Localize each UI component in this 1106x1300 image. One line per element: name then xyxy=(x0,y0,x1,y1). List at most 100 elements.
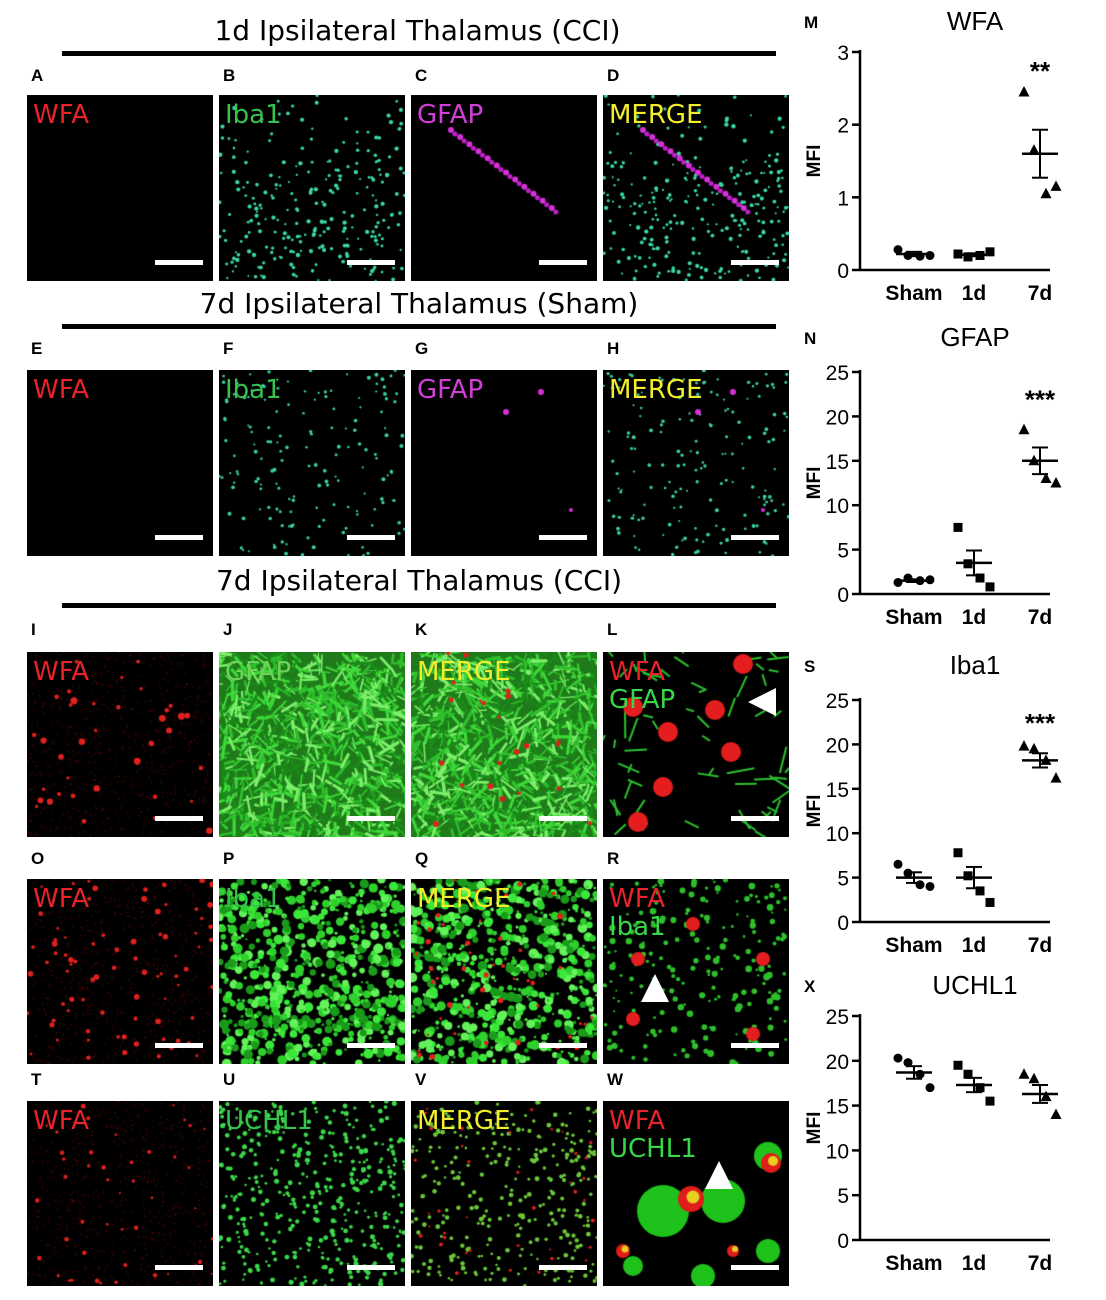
micrograph-panel-e: WFA xyxy=(27,370,213,556)
y-axis-label: MFI xyxy=(804,1112,825,1145)
data-point xyxy=(975,573,985,583)
arrowhead-marker xyxy=(641,974,669,1002)
y-tick-label: 0 xyxy=(837,912,849,935)
y-axis-label: MFI xyxy=(804,795,825,828)
panel-letter-p: P xyxy=(223,849,235,868)
y-tick-label: 5 xyxy=(837,1185,849,1208)
micrograph-image xyxy=(27,370,213,556)
y-tick-label: 3 xyxy=(837,42,849,65)
scale-bar xyxy=(155,260,203,265)
scale-bar xyxy=(155,1043,203,1048)
data-point xyxy=(1028,144,1040,155)
y-tick-label: 5 xyxy=(837,868,849,891)
micrograph-image xyxy=(411,370,597,556)
micrograph-panel-b: Iba1 xyxy=(219,95,405,281)
scatter-chart-x: X UCHL1 MFI 0 5 10 15 20 25 Sham 1d 7d xyxy=(804,970,1062,1275)
channel-label-g-1: GFAP xyxy=(417,375,484,405)
micrograph-image xyxy=(219,1101,405,1286)
significance-label: *** xyxy=(1025,708,1056,738)
significance-label: ** xyxy=(1030,56,1051,86)
micrograph-panel-v: MERGE xyxy=(411,1101,597,1286)
y-tick-label: 0 xyxy=(837,260,849,283)
section-title-2: 7d Ipsilateral Thalamus (Sham) xyxy=(199,287,639,320)
micrograph-panel-d: MERGE xyxy=(603,95,789,281)
section-rule-3 xyxy=(62,603,776,608)
panel-letter-h: H xyxy=(607,339,620,358)
channel-label-j-1: GFAP xyxy=(225,657,292,687)
data-point xyxy=(1040,472,1052,484)
data-point xyxy=(963,1069,973,1079)
micrograph-image xyxy=(219,370,405,556)
micrograph-image xyxy=(27,879,213,1064)
y-tick-label: 25 xyxy=(826,362,849,385)
data-point xyxy=(953,1060,963,1070)
y-tick-label: 5 xyxy=(837,540,849,563)
x-tick-label: 7d xyxy=(1028,282,1053,305)
y-tick-label: 20 xyxy=(826,1051,849,1074)
data-point xyxy=(925,881,935,891)
significance-label: *** xyxy=(1025,385,1056,415)
arrowhead-marker xyxy=(705,1161,733,1189)
arrowhead-marker xyxy=(748,688,776,716)
scale-bar xyxy=(539,260,587,265)
y-tick-label: 20 xyxy=(826,734,849,757)
micrograph-image xyxy=(411,879,597,1064)
data-point xyxy=(1050,772,1062,783)
channel-label-u-1: UCHL1 xyxy=(225,1106,313,1136)
scale-bar xyxy=(347,260,395,265)
section-rule-1 xyxy=(62,51,776,56)
micrograph-panel-k: MERGE xyxy=(411,652,597,837)
scale-bar xyxy=(155,816,203,821)
panel-letter-q: Q xyxy=(415,849,429,868)
scale-bar xyxy=(731,535,779,540)
micrograph-image xyxy=(219,879,405,1064)
data-point xyxy=(985,897,995,907)
y-tick-label: 20 xyxy=(826,406,849,429)
data-point xyxy=(915,1069,925,1079)
channel-label-q-1: MERGE xyxy=(417,884,511,914)
channel-label-a-1: WFA xyxy=(33,100,90,130)
scale-bar xyxy=(731,1265,779,1270)
y-tick-label: 0 xyxy=(837,584,849,607)
panel-letter-j: J xyxy=(223,620,233,639)
micrograph-panel-g: GFAP xyxy=(411,370,597,556)
panel-letter-g: G xyxy=(415,339,429,358)
data-point xyxy=(1040,1090,1052,1102)
scale-bar xyxy=(539,535,587,540)
micrograph-image xyxy=(27,95,213,281)
data-point xyxy=(1028,1072,1040,1084)
data-point xyxy=(1040,187,1052,199)
micrograph-image xyxy=(603,370,789,556)
data-point xyxy=(1018,85,1030,97)
micrograph-image xyxy=(603,1101,789,1286)
y-tick-label: 15 xyxy=(826,1096,849,1119)
micrograph-panel-i: WFA xyxy=(27,652,213,837)
data-point xyxy=(925,1083,935,1093)
y-tick-label: 2 xyxy=(837,115,849,138)
micrograph-panel-q: MERGE xyxy=(411,879,597,1064)
panel-letter-f: F xyxy=(223,339,234,358)
x-tick-label: 7d xyxy=(1028,1252,1053,1275)
channel-label-v-1: MERGE xyxy=(417,1106,511,1136)
scale-bar xyxy=(347,535,395,540)
scale-bar xyxy=(155,535,203,540)
micrograph-panel-u: UCHL1 xyxy=(219,1101,405,1286)
y-tick-label: 1 xyxy=(837,187,849,210)
channel-label-o-1: WFA xyxy=(33,884,90,914)
channel-label-c-1: GFAP xyxy=(417,100,484,130)
micrograph-panel-w: WFA UCHL1 xyxy=(603,1101,789,1286)
chart-letter: X xyxy=(804,977,816,996)
data-point xyxy=(1018,740,1030,751)
channel-label-r-1: WFA xyxy=(609,884,666,914)
data-point xyxy=(903,1058,913,1068)
micrograph-panel-c: GFAP xyxy=(411,95,597,281)
chart-title: GFAP xyxy=(940,322,1009,352)
channel-label-i-1: WFA xyxy=(33,657,90,687)
micrograph-image xyxy=(27,1101,213,1286)
micrograph-panel-p: Iba1 xyxy=(219,879,405,1064)
y-tick-label: 10 xyxy=(826,823,849,846)
panel-letter-c: C xyxy=(415,66,428,85)
x-tick-label: Sham xyxy=(885,1252,942,1275)
x-tick-label: 7d xyxy=(1028,934,1053,957)
data-point xyxy=(893,859,903,869)
